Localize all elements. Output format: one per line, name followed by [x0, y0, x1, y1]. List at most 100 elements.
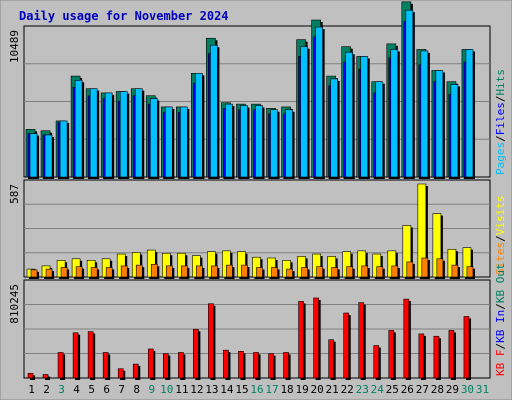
sites-bar-day-16: [256, 267, 263, 278]
kbf-bar-day-23: [358, 302, 365, 379]
legend-entry-kb-in: KB In: [494, 310, 507, 343]
chart-title: Daily usage for November 2024: [19, 9, 229, 23]
kbf-bar-day-6: [102, 352, 109, 379]
kbf-bar-day-16: [253, 352, 259, 379]
x-tick-label-day-15: 15: [235, 383, 248, 396]
pages-bar-day-24: [375, 81, 384, 178]
x-tick-label-day-21: 21: [326, 383, 339, 396]
kbf-bar-day-15: [238, 351, 244, 379]
x-tick-label-day-18: 18: [280, 383, 293, 396]
x-tick-label-day-19: 19: [295, 383, 308, 396]
sites-bar-day-9: [150, 264, 158, 278]
kbf-bar-day-20: [313, 297, 319, 379]
sites-bar-day-18: [286, 268, 293, 278]
kbf-bar-day-18: [283, 352, 289, 379]
kbf-bar-day-21: [328, 339, 334, 379]
pages-bar-day-23: [360, 56, 369, 178]
sites-bar-day-8: [135, 264, 143, 278]
pages-bar-day-13: [210, 44, 218, 178]
kbf-bar-day-29: [448, 330, 455, 379]
kbf-bar-day-14: [223, 349, 229, 379]
sites-bar-day-12: [196, 265, 203, 278]
pages-bar-day-12: [195, 72, 203, 178]
kbf-bar-day-1: [27, 373, 34, 379]
kbf-bar-day-9: [147, 348, 154, 379]
x-tick-label-day-3: 3: [58, 383, 65, 396]
sites-bar-day-7: [120, 265, 128, 278]
legend-entry-files: Files: [494, 102, 507, 135]
x-tick-label-day-2: 2: [43, 383, 50, 396]
x-tick-label-day-30: 30: [461, 383, 474, 396]
pages-bar-day-3: [59, 120, 68, 178]
pages-bar-day-25: [390, 49, 399, 178]
sites-bar-day-21: [331, 267, 338, 278]
sites-bar-day-28: [436, 258, 444, 278]
sites-bar-day-5: [90, 267, 98, 278]
sites-bar-day-19: [301, 267, 308, 278]
kbf-bar-day-11: [178, 352, 184, 379]
sites-bar-day-24: [376, 266, 384, 278]
panel-hits-scale-label: 10489: [8, 30, 21, 63]
legend-entry-kb-out: KB Out: [494, 263, 507, 303]
sites-bar-day-13: [211, 265, 218, 278]
kbf-bar-day-4: [72, 332, 79, 379]
pages-bar-day-11: [180, 106, 188, 178]
kbf-bar-day-2: [42, 374, 49, 379]
x-tick-label-day-29: 29: [446, 383, 459, 396]
kbf-bar-day-30: [463, 316, 470, 379]
pages-bar-day-2: [44, 134, 53, 178]
x-tick-label-day-23: 23: [356, 383, 369, 396]
legend-separator: /: [494, 96, 507, 103]
pages-bar-day-27: [420, 50, 429, 178]
x-tick-label-day-5: 5: [88, 383, 95, 396]
kbf-bar-day-3: [57, 352, 64, 379]
sites-bar-day-22: [346, 266, 354, 278]
x-tick-label-day-26: 26: [401, 383, 414, 396]
sites-bar-day-6: [105, 267, 113, 278]
sites-bar-day-15: [241, 264, 248, 278]
kbf-bar-day-17: [268, 353, 274, 379]
x-tick-label-day-25: 25: [386, 383, 399, 396]
kbf-bar-day-10: [162, 353, 169, 379]
pages-bar-day-5: [89, 88, 98, 178]
legend-separator: /: [494, 235, 507, 242]
pages-bar-day-26: [405, 9, 414, 178]
pages-bar-day-21: [330, 78, 338, 178]
sites-bar-day-30: [466, 266, 474, 278]
x-tick-label-day-20: 20: [311, 383, 324, 396]
x-tick-label-day-8: 8: [133, 383, 140, 396]
kbf-bar-day-13: [208, 303, 214, 379]
kbf-bar-day-5: [87, 331, 94, 379]
pages-bar-day-19: [300, 46, 308, 178]
sites-bar-day-14: [226, 264, 233, 278]
sites-bar-day-11: [181, 265, 188, 278]
pages-bar-day-20: [315, 26, 323, 178]
legend-separator: /: [494, 303, 507, 310]
panel-hits-legend: Pages/Files/Hits: [494, 69, 507, 175]
pages-bar-day-16: [255, 105, 263, 178]
legend-separator: /: [494, 343, 507, 350]
x-tick-label-day-22: 22: [341, 383, 354, 396]
x-tick-label-day-11: 11: [175, 383, 188, 396]
kbf-bar-day-19: [298, 301, 304, 379]
kbf-bar-day-7: [117, 368, 124, 379]
panel-visits-legend: Sites/Visits: [494, 196, 507, 276]
x-tick-label-day-1: 1: [28, 383, 35, 396]
sites-bar-day-2: [45, 268, 53, 278]
sites-bar-day-26: [406, 261, 414, 278]
x-tick-label-day-17: 17: [265, 383, 278, 396]
pages-bar-day-22: [345, 51, 354, 178]
kbf-bar-day-24: [373, 345, 380, 379]
pages-bar-day-28: [435, 70, 444, 178]
legend-entry-visits: Visits: [494, 196, 507, 236]
kbf-bar-day-8: [132, 363, 139, 379]
kbf-bar-day-26: [403, 298, 410, 379]
sites-bar-day-25: [391, 265, 399, 278]
legend-entry-sites: Sites: [494, 242, 507, 275]
pages-bar-day-29: [450, 84, 459, 178]
x-tick-label-day-27: 27: [416, 383, 429, 396]
legend-entry-pages: Pages: [494, 142, 507, 175]
sites-bar-day-10: [165, 265, 173, 278]
